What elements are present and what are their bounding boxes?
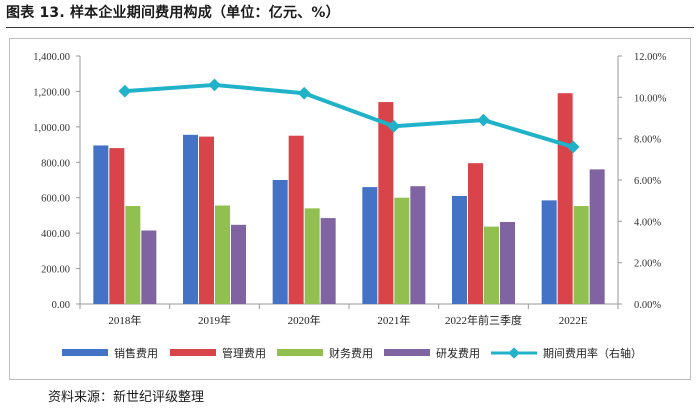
y-left-tick-label: 1,200.00 <box>33 87 70 98</box>
bar-财务费用-2019年 <box>215 205 230 304</box>
bar-研发费用-2022年前三季度 <box>500 221 515 304</box>
bar-管理费用-2020年 <box>288 135 304 304</box>
y-left-tick-label: 0.00 <box>52 300 70 311</box>
y-right-tick-label: 2.00% <box>634 259 661 270</box>
bar-财务费用-2021年 <box>394 197 410 304</box>
legend-swatch-财务费用 <box>277 349 323 356</box>
y-right-tick-label: 10.00% <box>634 93 667 104</box>
y-right-tick-label: 6.00% <box>634 176 661 187</box>
legend-label: 销售费用 <box>114 346 158 360</box>
bar-财务费用-2022E <box>573 206 589 304</box>
x-category-label: 2021年 <box>377 313 410 327</box>
line-point-2019年 <box>208 78 221 92</box>
bar-销售费用-2019年 <box>183 134 198 304</box>
legend-label: 研发费用 <box>436 346 480 360</box>
legend-label: 管理费用 <box>222 346 266 360</box>
y-left-tick-label: 1,400.00 <box>33 52 70 63</box>
legend-swatch-销售费用 <box>62 349 108 356</box>
x-category-label: 2019年 <box>198 313 231 327</box>
line-point-2022年前三季度 <box>477 113 490 127</box>
y-right-tick-label: 12.00% <box>634 52 667 63</box>
y-left-tick-label: 800.00 <box>41 158 70 169</box>
y-left-tick-label: 200.00 <box>41 265 70 276</box>
bar-管理费用-2022E <box>557 93 573 304</box>
legend-swatch-marker <box>508 347 520 359</box>
source-note: 资料来源：新世纪评级整理 <box>48 390 205 405</box>
bar-财务费用-2022年前三季度 <box>484 226 499 304</box>
x-category-label: 2020年 <box>288 313 321 327</box>
bar-研发费用-2021年 <box>410 186 426 304</box>
legend-label: 财务费用 <box>329 346 373 360</box>
legend-swatch-管理费用 <box>170 349 216 356</box>
line-period-expense-rate <box>124 82 574 149</box>
x-category-label: 2022年前三季度 <box>445 313 522 327</box>
bar-销售费用-2020年 <box>272 180 288 304</box>
bar-财务费用-2020年 <box>304 208 320 304</box>
y-left-tick-label: 400.00 <box>41 229 70 240</box>
bar-销售费用-2022E <box>541 200 557 304</box>
bar-管理费用-2021年 <box>378 102 394 304</box>
bar-研发费用-2019年 <box>231 224 246 304</box>
y-left-tick-label: 1,000.00 <box>33 123 70 134</box>
title-divider <box>6 27 694 28</box>
line-point-2018年 <box>118 84 132 98</box>
line-point-2021年 <box>387 119 401 133</box>
y-right-tick-label: 8.00% <box>634 135 661 146</box>
bar-财务费用-2018年 <box>125 206 141 304</box>
bar-管理费用-2018年 <box>109 148 125 304</box>
chart-title: 图表 13. 样本企业期间费用构成（单位：亿元、%） <box>6 5 340 21</box>
legend-label: 期间费用率（右轴） <box>543 346 642 360</box>
bar-研发费用-2018年 <box>141 230 157 304</box>
bar-研发费用-2022E <box>589 169 605 304</box>
x-category-label: 2022E <box>559 315 588 327</box>
legend-swatch-研发费用 <box>384 349 430 356</box>
x-category-label: 2018年 <box>108 313 141 327</box>
y-left-tick-label: 600.00 <box>41 194 70 205</box>
bar-研发费用-2020年 <box>320 218 336 304</box>
line-point-2020年 <box>297 86 311 100</box>
bar-销售费用-2021年 <box>362 187 378 304</box>
y-right-tick-label: 4.00% <box>634 217 661 228</box>
bar-管理费用-2022年前三季度 <box>468 163 483 304</box>
bar-销售费用-2022年前三季度 <box>452 195 467 304</box>
chart-frame <box>9 38 691 380</box>
bar-管理费用-2019年 <box>199 136 214 304</box>
bar-销售费用-2018年 <box>93 145 109 304</box>
y-right-tick-label: 0.00% <box>634 300 661 311</box>
